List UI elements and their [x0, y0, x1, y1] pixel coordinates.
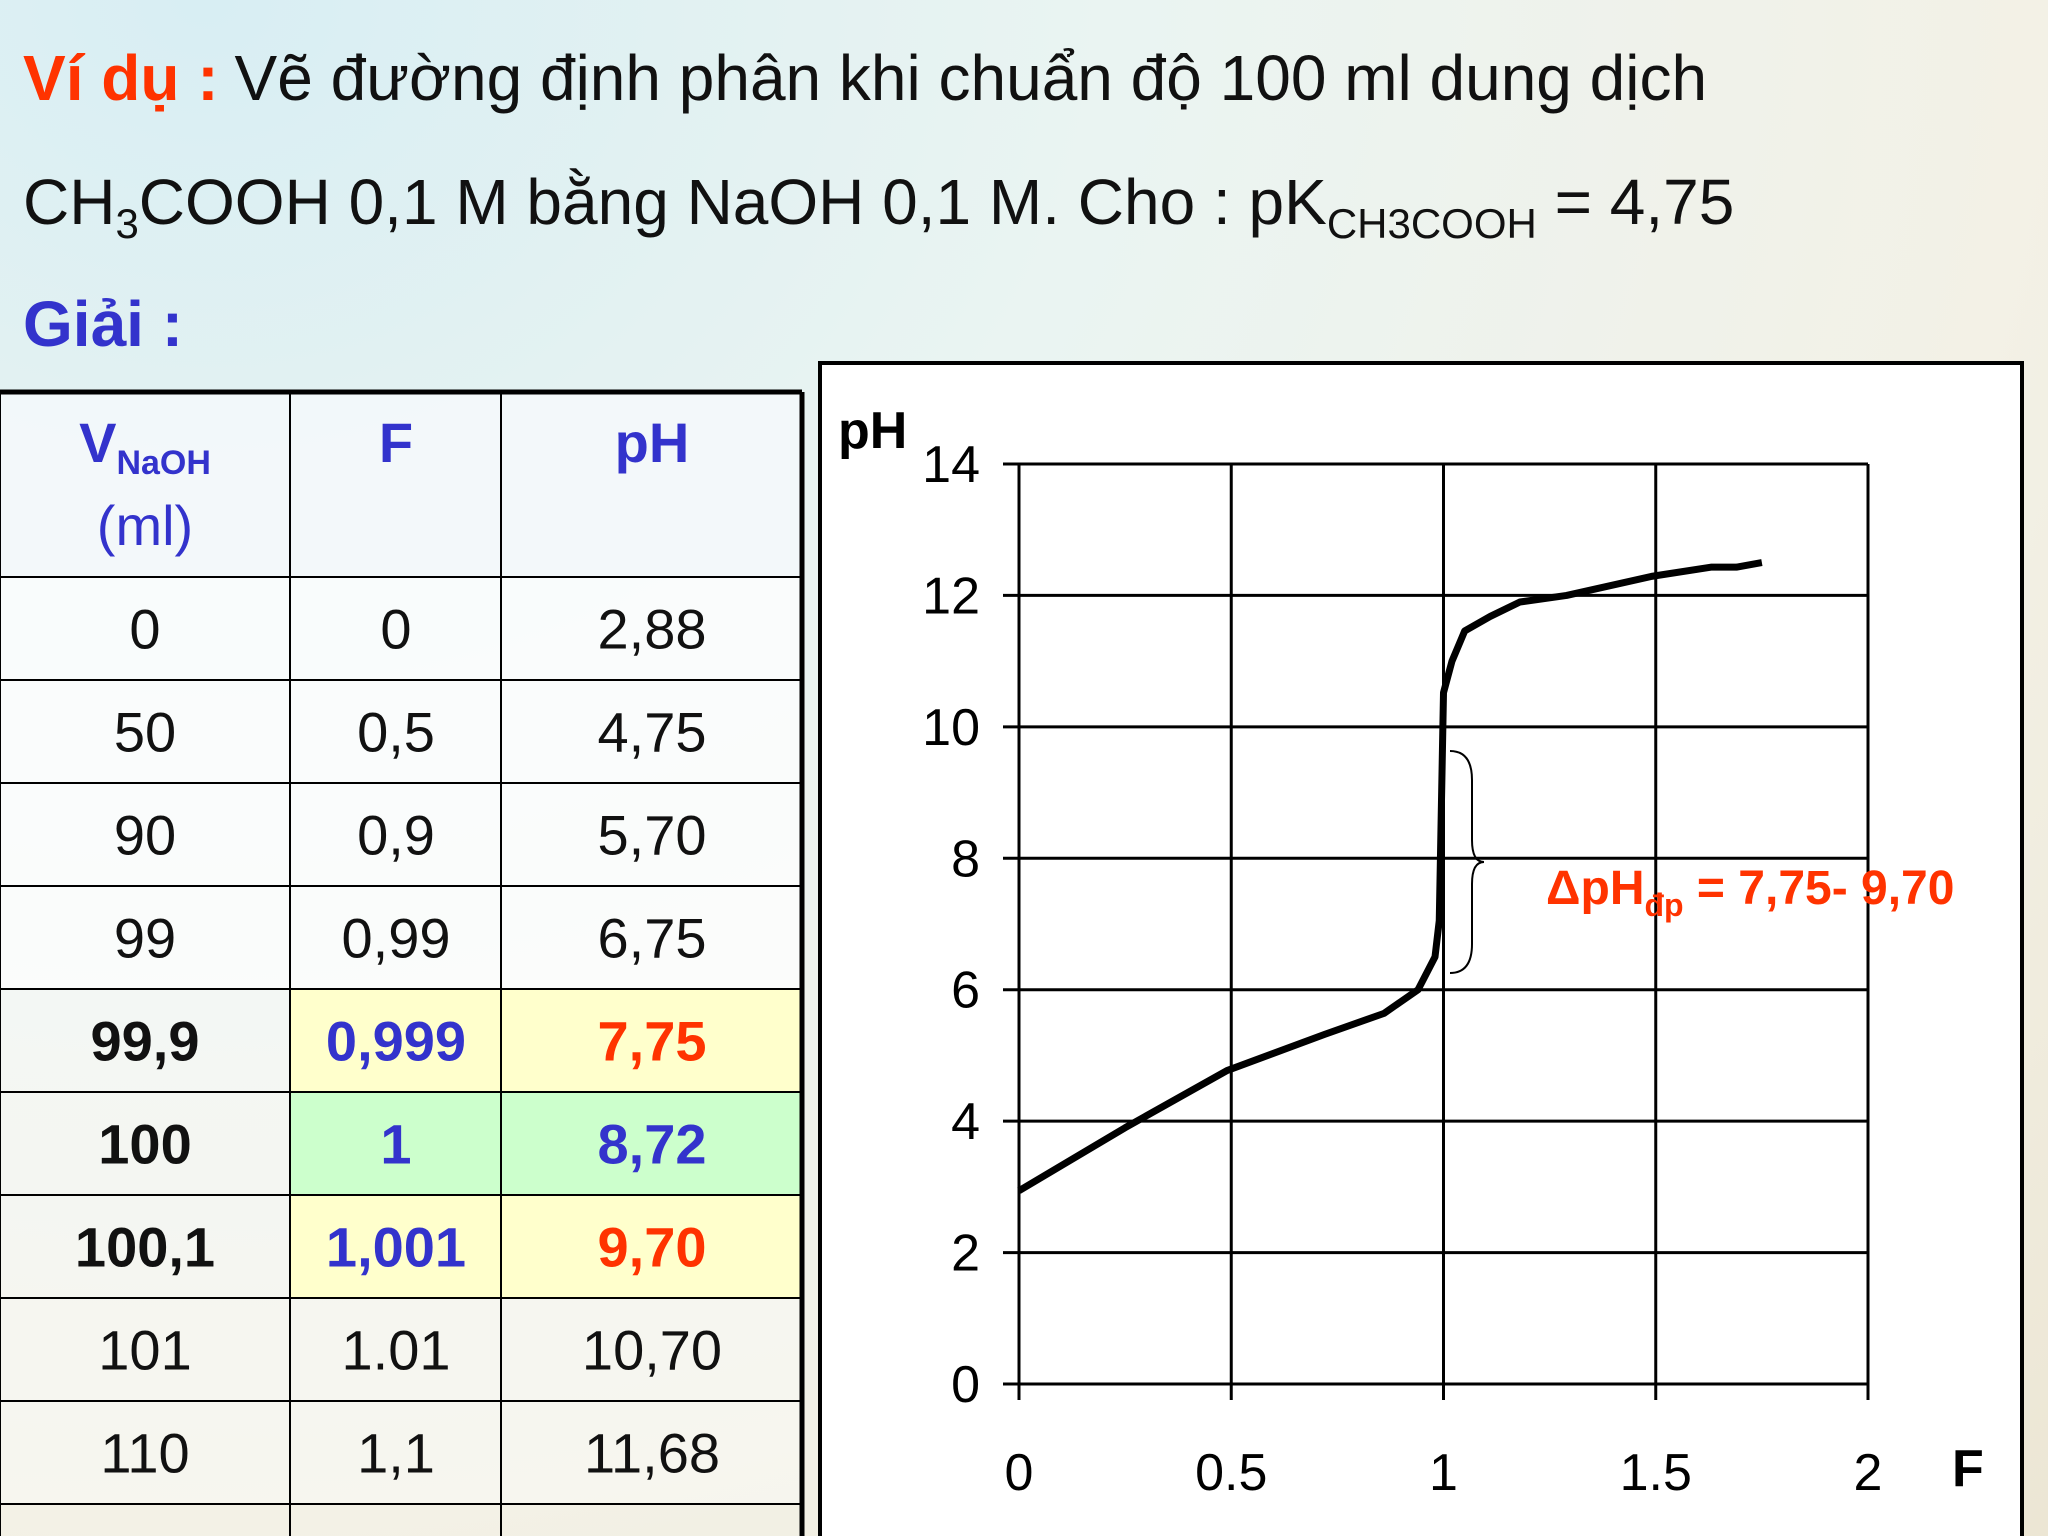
y-axis-label: pH [838, 402, 907, 460]
table-cell: 1 [380, 1113, 411, 1176]
cell-highlight [501, 1092, 802, 1195]
table-cell: 90 [114, 804, 176, 867]
table-cell: 7,75 [598, 1010, 707, 1073]
y-tick-label: 8 [951, 830, 980, 888]
table-cell: 110 [100, 1422, 189, 1485]
table-cell: 0,5 [357, 701, 435, 764]
table-row-bg [0, 886, 802, 989]
chart-frame [818, 361, 2024, 1536]
table-cell: 11,68 [584, 1422, 720, 1485]
header-cell: pH [615, 411, 690, 474]
table-cell: 2,88 [598, 598, 707, 661]
table-cell: 0,9 [357, 804, 435, 867]
t: CH [23, 166, 115, 238]
title-line-2: CH3COOH 0,1 M bằng NaOH 0,1 M. Cho : pKC… [23, 166, 1734, 247]
sub: 3 [115, 200, 138, 247]
annotation-rest: = 7,75- 9,70 [1684, 862, 1955, 915]
table-cell: 6,75 [598, 907, 707, 970]
table-row-bg [0, 1401, 802, 1504]
x-tick-label: 0 [1005, 1444, 1034, 1502]
table-cell: 1.01 [342, 1319, 451, 1382]
table-cell: 99 [114, 907, 176, 970]
x-tick-label: 2 [1854, 1444, 1883, 1502]
table: VNaOH (ml) F pH 0 0 2,88 50 0,5 4,75 90 0,9 5,70 99 0,… [0, 389, 805, 1536]
table-row-bg [0, 1298, 802, 1401]
titration-curve [1017, 559, 1763, 1194]
x-axis-label: F [1952, 1440, 1984, 1498]
table-row-bg [0, 783, 802, 886]
sub: CH3COOH [1327, 200, 1537, 247]
y-tick-label: 2 [951, 1225, 980, 1283]
t: = 4,75 [1537, 166, 1735, 238]
annotation: ΔpHđp = 7,75- 9,70 [1546, 862, 1954, 923]
title-text: Vẽ đường định phân khi chuẩn độ 100 ml d… [235, 42, 1708, 114]
table-cell: 99,9 [91, 1010, 200, 1073]
x-tick-label: 0.5 [1195, 1444, 1267, 1502]
cell-highlight [290, 989, 501, 1092]
y-tick-label: 6 [951, 962, 980, 1020]
cell-highlight [501, 989, 802, 1092]
table-cell: 100 [98, 1113, 191, 1176]
table-header-bg [0, 392, 802, 577]
header-sub: NaOH [116, 444, 210, 482]
x-tick-label: 1.5 [1620, 1444, 1692, 1502]
table-cell: 10,70 [582, 1319, 722, 1382]
header-unit: (ml) [97, 494, 193, 557]
y-tick-label: 0 [951, 1356, 980, 1414]
y-tick-label: 10 [922, 699, 980, 757]
table-cell: 50 [114, 701, 176, 764]
table-cell: 8,72 [598, 1113, 707, 1176]
y-tick-label: 14 [922, 436, 980, 494]
table-cell: 9,70 [598, 1216, 707, 1279]
table-cell: 0,99 [342, 907, 451, 970]
table-cell: 5,70 [598, 804, 707, 867]
title-line-1: Ví dụ : Vẽ đường định phân khi chuẩn độ 1… [23, 42, 1707, 114]
cell-highlight [290, 1092, 501, 1195]
table-cell: 0 [380, 598, 411, 661]
annotation-main: ΔpH [1546, 862, 1644, 915]
table-cell: 100,1 [75, 1216, 215, 1279]
table-cell: 0 [129, 598, 160, 661]
table-cell: 1,1 [357, 1422, 435, 1485]
chart: 0 2 4 6 8 10 12 14 0 0.5 1 1.5 2 pH F ΔpHđp = 7,75- 9,7… [838, 402, 1984, 1502]
annotation-sub: đp [1644, 887, 1683, 923]
cell-highlight [290, 1195, 501, 1298]
table-cell: 101 [98, 1319, 191, 1382]
cell-highlight [501, 1195, 802, 1298]
x-tick-label: 1 [1429, 1444, 1458, 1502]
table-row-bg [0, 577, 802, 680]
table-row-bg [0, 680, 802, 783]
solution-label: Giải : [23, 288, 183, 360]
example-label: Ví dụ : [23, 42, 219, 114]
brace [1449, 750, 1485, 974]
header-main: F [379, 411, 413, 474]
header-main: pH [615, 411, 690, 474]
y-tick-label: 4 [951, 1093, 980, 1151]
header-main: V [79, 411, 116, 474]
table-cell: 1,001 [326, 1216, 466, 1279]
header-cell: VNaOH [79, 411, 211, 482]
y-tick-label: 12 [922, 567, 980, 625]
header-cell: F [379, 411, 413, 474]
t: COOH 0,1 M bằng NaOH 0,1 M. Cho : pK [139, 166, 1327, 238]
table-cell: 0,999 [326, 1010, 466, 1073]
table-cell: 4,75 [598, 701, 707, 764]
